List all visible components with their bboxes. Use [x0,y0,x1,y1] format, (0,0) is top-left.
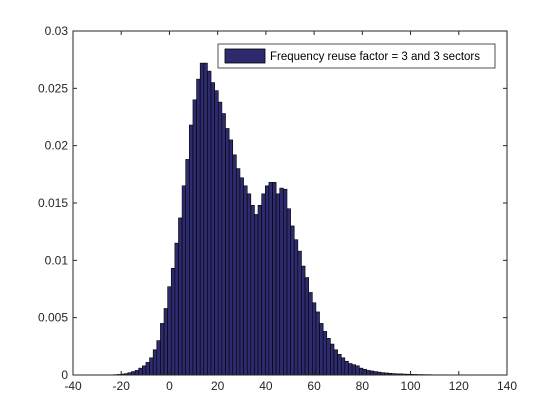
histogram-bar [174,242,179,376]
y-tick-label: 0.025 [38,81,68,95]
y-tick-label: 0.005 [38,311,68,325]
histogram-bar [225,128,230,376]
histogram-bar [178,217,183,376]
x-tick-label: 120 [449,379,469,393]
y-tick-label: 0.02 [45,139,69,153]
histogram-bar [297,250,302,376]
histogram-bar [236,168,241,376]
histogram-bar [185,159,190,376]
histogram-bar [293,239,299,376]
legend-swatch [224,48,266,64]
axes-box [72,30,508,376]
histogram-bar [243,185,248,376]
y-tick-label: 0.015 [38,196,68,210]
x-tick-label: 140 [497,379,517,393]
histogram-bar [304,277,309,376]
histogram-bar [131,371,136,376]
histogram-bar [355,365,360,376]
histogram-bar [369,370,375,376]
histogram-bar [279,187,284,376]
histogram-bar [196,78,201,376]
histogram-bar [217,101,223,376]
histogram-bar [170,268,176,376]
histogram-bar [145,362,150,376]
y-tick-label: 0 [61,368,68,382]
histogram-bar [272,182,277,376]
histogram-bar [239,177,244,376]
histogram-bar [149,357,154,376]
histogram-bar [362,368,367,376]
x-tick-label: 100 [401,379,421,393]
histogram-bar [261,193,266,376]
histogram-bar [268,182,273,376]
histogram-bar [301,265,306,376]
histogram-bar [315,311,320,376]
x-tick-label: 0 [166,379,173,393]
histogram-bar [192,99,197,376]
histogram-bar [290,225,295,376]
histogram-bar [344,360,349,376]
histogram-bar [333,349,338,376]
histogram-bar [348,363,353,376]
histogram-bar [167,286,172,376]
histogram-bar [254,214,259,376]
x-tick-label: 60 [307,379,321,393]
histogram-bar [283,188,288,376]
x-tick-label: -20 [113,379,131,393]
histogram-bar [203,62,208,376]
histogram-bar [340,357,346,376]
histogram-bar [326,338,331,376]
histogram-bar [152,349,158,376]
histogram-bar [207,70,212,376]
histogram-bar [210,82,215,376]
x-tick-label: 20 [211,379,225,393]
histogram-bar [322,331,328,376]
histogram-bar [189,124,194,376]
histogram-bar [286,208,291,376]
histogram-bar [228,139,234,376]
legend: Frequency reuse factor = 3 and 3 sectors [217,43,496,69]
histogram-bar [308,292,313,376]
histogram-bar [163,308,168,376]
x-tick-label: 80 [356,379,370,393]
histogram-bar [142,365,147,376]
histogram-bar [160,323,165,376]
histogram-bar [181,185,187,376]
histogram-bar [134,370,140,376]
histogram-bar [373,371,378,376]
histogram-bar [366,370,371,376]
histogram-bar [275,193,281,376]
histogram-bar [264,185,270,376]
y-tick-label: 0.03 [45,24,69,38]
histogram-bar [257,204,262,376]
histogram-bar [246,193,252,376]
histogram-bar [319,323,324,376]
legend-label: Frequency reuse factor = 3 and 3 sectors [270,51,480,63]
histogram-bar [199,62,205,376]
histogram-bar [311,302,317,376]
histogram-bar [351,364,357,376]
y-tick-label: 0.01 [45,253,69,267]
histogram-bar [330,343,335,376]
histogram-bar [337,354,342,376]
histogram-bar [250,204,255,376]
x-tick-label: 40 [259,379,273,393]
histogram-bar [156,340,161,376]
histogram-bar [221,113,226,376]
histogram-bar [138,367,143,376]
x-tick-label: -40 [64,379,82,393]
histogram-bar [214,90,219,376]
histogram-bar [232,154,237,376]
